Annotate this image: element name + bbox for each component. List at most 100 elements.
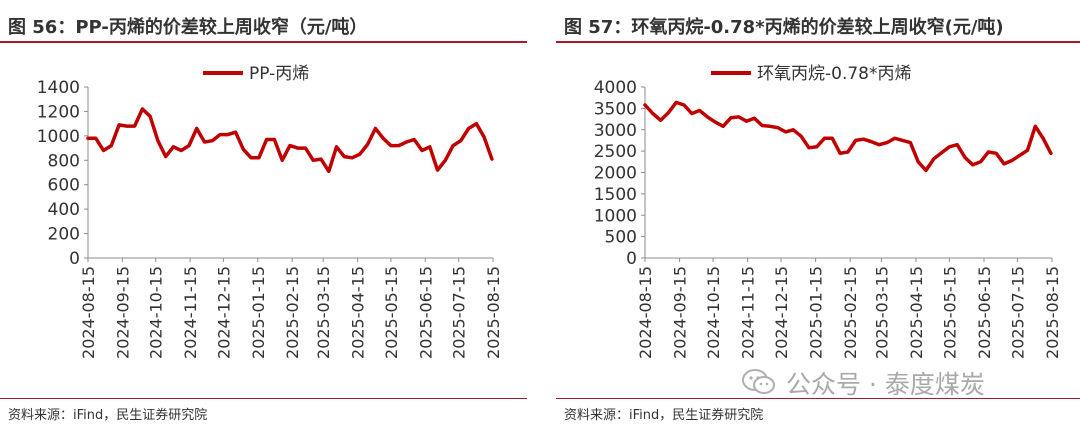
y-tick-label: 1200 — [37, 102, 80, 122]
x-tick-label: 2025-07-15 — [450, 266, 469, 359]
data-point — [273, 138, 276, 141]
source-note: 资料来源：iFind，民生证券研究院 — [564, 408, 764, 423]
data-point — [343, 155, 346, 158]
data-point — [312, 159, 315, 162]
data-point — [358, 153, 361, 156]
data-point — [133, 124, 136, 128]
chart-title: 图 56：PP-丙烯的价差较上周收窄（元/吨） — [8, 17, 368, 38]
data-point — [885, 141, 889, 144]
y-tick-label: 0 — [69, 249, 80, 269]
data-point — [413, 138, 416, 141]
source-divider — [0, 398, 527, 399]
data-point — [467, 127, 470, 130]
data-point — [753, 117, 756, 120]
data-point — [917, 160, 920, 163]
x-tick-label: 2025-01-15 — [249, 266, 268, 359]
data-point — [265, 138, 268, 141]
data-point — [257, 156, 261, 159]
data-point — [760, 124, 764, 127]
data-point — [768, 125, 772, 128]
data-point — [141, 107, 144, 111]
data-point — [737, 115, 740, 119]
data-point — [304, 146, 307, 150]
data-point — [1010, 159, 1014, 162]
x-tick-label: 2025-05-15 — [940, 266, 959, 359]
data-point — [1002, 162, 1006, 166]
data-point — [799, 135, 803, 138]
x-tick-label: 2025-06-15 — [975, 266, 994, 359]
data-point — [643, 103, 647, 107]
data-point — [444, 159, 447, 162]
y-tick-label: 600 — [48, 176, 80, 196]
title-underline — [556, 41, 1080, 43]
data-point — [102, 149, 105, 152]
x-tick-label: 2025-01-15 — [807, 266, 826, 359]
data-point — [156, 139, 160, 142]
x-tick-label: 2024-08-15 — [636, 266, 655, 359]
series-line — [86, 107, 494, 174]
data-point — [979, 160, 982, 163]
data-point — [405, 140, 408, 144]
data-point — [436, 168, 439, 172]
data-point — [870, 140, 873, 143]
data-point — [862, 138, 865, 141]
data-point — [490, 157, 494, 161]
data-point — [1018, 154, 1021, 157]
data-point — [659, 119, 662, 122]
data-point — [451, 144, 455, 147]
data-point — [389, 144, 393, 147]
x-tick-label: 2024-12-15 — [214, 266, 233, 359]
data-point — [776, 126, 779, 129]
y-tick-label: 2000 — [594, 164, 637, 184]
data-point — [374, 127, 377, 130]
data-point — [815, 145, 818, 148]
x-tick-label: 2025-08-15 — [484, 266, 503, 359]
x-tick-label: 2024-11-15 — [739, 266, 758, 359]
data-point — [296, 146, 299, 150]
data-point — [327, 170, 330, 173]
data-point — [211, 139, 214, 142]
x-tick-label: 2025-07-15 — [1008, 266, 1027, 359]
data-point — [963, 156, 967, 159]
y-tick-label: 800 — [48, 151, 80, 171]
data-point — [651, 112, 654, 115]
data-point — [319, 157, 323, 161]
x-tick-label: 2024-12-15 — [772, 266, 791, 359]
chart-title: 图 57：环氧丙烷-0.78*丙烯的价差较上周收窄(元/吨) — [564, 17, 1004, 38]
data-point — [909, 141, 912, 144]
x-tick-label: 2025-04-15 — [349, 266, 368, 359]
data-point — [234, 131, 237, 134]
y-tick-label: 1000 — [594, 206, 637, 226]
y-tick-label: 3000 — [594, 121, 637, 141]
data-point — [382, 137, 385, 140]
y-tick-label: 1400 — [37, 78, 80, 98]
data-point — [714, 120, 717, 124]
data-point — [475, 122, 478, 125]
legend-label: PP-丙烯 — [249, 64, 309, 84]
data-point — [721, 125, 725, 128]
data-point — [971, 163, 974, 166]
data-point — [397, 144, 400, 147]
data-point — [823, 137, 826, 140]
y-tick-label: 2500 — [594, 142, 637, 162]
data-point — [125, 124, 128, 128]
line-chart-pp-propylene: 0 200 400 600 800 1000 1200 1400 2024-08-15 2024-… — [37, 64, 503, 359]
data-point — [690, 112, 693, 115]
wechat-icon — [742, 369, 775, 394]
data-point — [792, 128, 795, 131]
data-point — [110, 144, 113, 147]
y-tick-label: 1500 — [594, 185, 637, 205]
data-point — [226, 133, 229, 136]
data-point — [288, 144, 292, 147]
data-point — [1026, 149, 1029, 152]
data-point — [281, 159, 284, 162]
legend-label: 环氧丙烷-0.78*丙烯 — [757, 64, 912, 84]
data-point — [94, 137, 98, 140]
data-point — [1034, 125, 1037, 128]
chart-panel-right: 图 57：环氧丙烷-0.78*丙烯的价差较上周收窄(元/吨) 0 500 1000 1… — [556, 0, 1080, 425]
data-point — [987, 150, 990, 154]
data-point — [807, 146, 811, 149]
data-point — [187, 144, 191, 147]
data-point — [745, 120, 748, 123]
